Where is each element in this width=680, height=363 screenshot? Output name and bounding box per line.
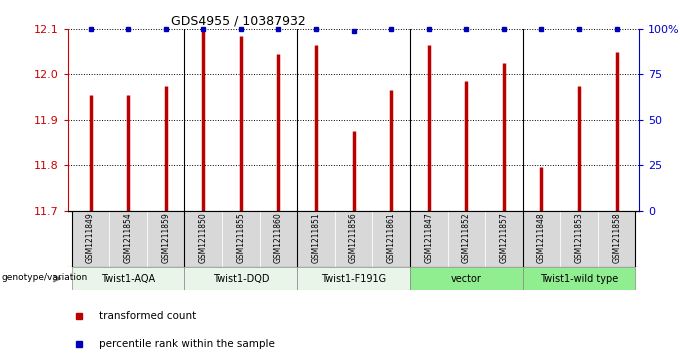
Text: Twist1-wild type: Twist1-wild type: [540, 274, 618, 284]
Bar: [410, 211, 447, 267]
Text: percentile rank within the sample: percentile rank within the sample: [99, 339, 275, 349]
Bar: [523, 211, 560, 267]
Bar: [598, 211, 635, 267]
Bar: [109, 211, 147, 267]
Text: Twist1-AQA: Twist1-AQA: [101, 274, 155, 284]
Text: Twist1-DQD: Twist1-DQD: [213, 274, 269, 284]
Bar: [184, 267, 297, 290]
Text: vector: vector: [451, 274, 481, 284]
Bar: [72, 211, 109, 267]
Text: GSM1211854: GSM1211854: [124, 212, 133, 263]
Bar: [373, 211, 410, 267]
Text: GSM1211855: GSM1211855: [237, 212, 245, 263]
Bar: [485, 211, 523, 267]
Bar: [222, 211, 260, 267]
Bar: [335, 211, 373, 267]
Text: Twist1-F191G: Twist1-F191G: [321, 274, 386, 284]
Bar: [447, 211, 485, 267]
Text: GSM1211856: GSM1211856: [349, 212, 358, 263]
Text: GSM1211861: GSM1211861: [387, 212, 396, 263]
Text: GSM1211849: GSM1211849: [86, 212, 95, 263]
Bar: [523, 267, 635, 290]
Text: transformed count: transformed count: [99, 311, 197, 321]
Bar: [260, 211, 297, 267]
Text: GSM1211848: GSM1211848: [537, 212, 546, 263]
Bar: [410, 267, 523, 290]
Bar: [560, 211, 598, 267]
Bar: [184, 211, 222, 267]
Bar: [297, 211, 335, 267]
Text: GSM1211858: GSM1211858: [612, 212, 621, 263]
Text: GSM1211859: GSM1211859: [161, 212, 170, 263]
Text: GSM1211857: GSM1211857: [499, 212, 509, 263]
Text: GDS4955 / 10387932: GDS4955 / 10387932: [171, 15, 305, 28]
Bar: [297, 267, 410, 290]
Text: GSM1211850: GSM1211850: [199, 212, 208, 263]
Text: genotype/variation: genotype/variation: [1, 273, 88, 282]
Text: GSM1211852: GSM1211852: [462, 212, 471, 263]
Bar: [72, 267, 184, 290]
Bar: [147, 211, 184, 267]
Text: GSM1211851: GSM1211851: [311, 212, 320, 263]
Text: GSM1211847: GSM1211847: [424, 212, 433, 263]
Text: GSM1211860: GSM1211860: [274, 212, 283, 263]
Text: GSM1211853: GSM1211853: [575, 212, 583, 263]
